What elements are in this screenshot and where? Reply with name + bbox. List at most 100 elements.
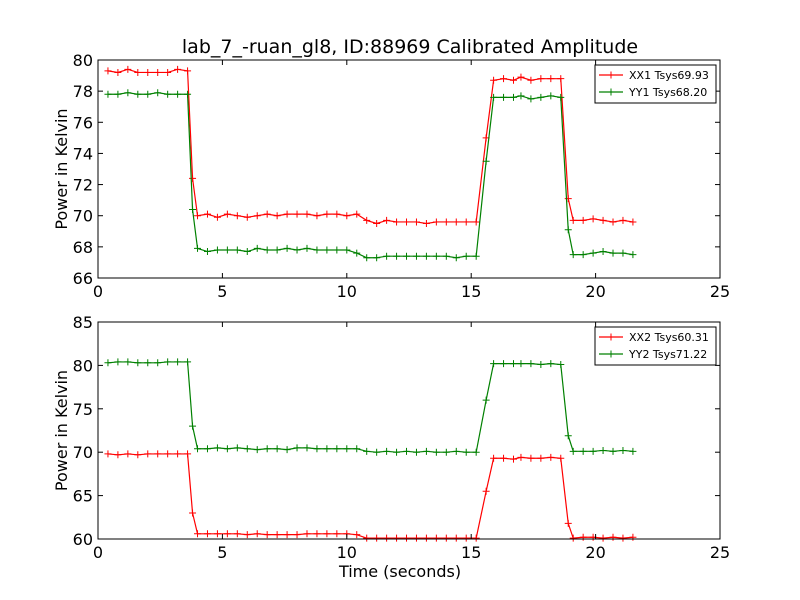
data-point [462,218,470,226]
data-point [104,450,112,458]
data-point [373,534,381,542]
data-point [164,358,172,366]
data-point [442,252,450,260]
data-point [403,252,411,260]
data-point [174,358,182,366]
data-point [599,534,607,542]
y-tick-label: 68 [73,238,93,257]
data-point [462,534,470,542]
data-point [383,216,391,224]
data-point [462,252,470,260]
data-point [537,454,545,462]
data-point [184,67,192,75]
data-point [569,251,577,259]
data-point [114,358,122,366]
data-point [363,254,371,262]
data-point [537,361,545,369]
data-point [383,534,391,542]
data-point [383,252,391,260]
data-point [517,453,525,461]
data-point [283,210,291,218]
data-point [589,249,597,257]
data-point [422,534,430,542]
data-point [452,534,460,542]
data-point [263,445,271,453]
data-point [547,360,555,368]
data-point [174,90,182,98]
data-point [323,445,331,453]
data-point [194,445,202,453]
data-point [363,447,371,455]
data-point [589,447,597,455]
x-tick-label: 20 [585,282,605,301]
data-point [343,212,351,220]
data-point [509,76,517,84]
legend-box [594,326,717,366]
data-point [432,448,440,456]
data-point [393,252,401,260]
data-point [422,220,430,227]
data-point [124,358,132,366]
data-point [164,450,172,458]
data-point [490,93,498,101]
data-point [619,534,627,542]
data-point [253,530,261,538]
data-point [189,174,197,182]
data-point [243,531,251,539]
data-point [104,359,112,367]
data-point [213,530,221,538]
data-point [293,531,301,539]
data-point [482,157,490,165]
data-point [124,89,132,97]
y-tick-label: 78 [73,82,93,101]
data-point [243,213,251,221]
data-point [233,212,241,220]
y-tick-label: 80 [73,356,93,375]
data-point [263,210,271,218]
data-point [283,531,291,539]
data-point [442,448,450,456]
data-point [233,246,241,254]
data-point [303,210,311,218]
data-point [353,445,361,453]
data-point [223,210,231,218]
data-point [303,444,311,452]
data-point [144,90,152,98]
data-point [393,534,401,542]
data-point [203,210,211,218]
data-point [547,75,555,83]
x-tick-label: 15 [461,543,481,562]
data-point [482,396,490,404]
data-point [579,251,587,259]
data-point [547,92,555,100]
data-point [154,68,162,76]
data-point [422,252,430,260]
data-point [432,218,440,226]
y-tick-label: 65 [73,487,93,506]
data-point [527,95,535,103]
data-point [164,68,172,76]
data-point [569,447,577,455]
data-point [490,360,498,368]
data-point [273,246,281,254]
data-point [353,210,361,218]
x-tick-label: 5 [217,543,227,562]
data-point [373,254,381,262]
x-tick-label: 25 [710,543,730,562]
data-point [253,212,261,220]
data-point [517,92,525,100]
data-point [452,447,460,455]
data-point [273,531,281,539]
data-point [233,530,241,538]
chart-title: lab_7_-ruan_gl8, ID:88969 Calibrated Amp… [182,36,638,58]
legend-marker [607,333,615,341]
data-point [194,212,202,220]
data-point [537,93,545,101]
data-point [194,530,202,538]
data-point [557,361,565,369]
data-point [303,530,311,538]
data-point [283,244,291,252]
data-point [393,218,401,226]
data-point [363,534,371,542]
